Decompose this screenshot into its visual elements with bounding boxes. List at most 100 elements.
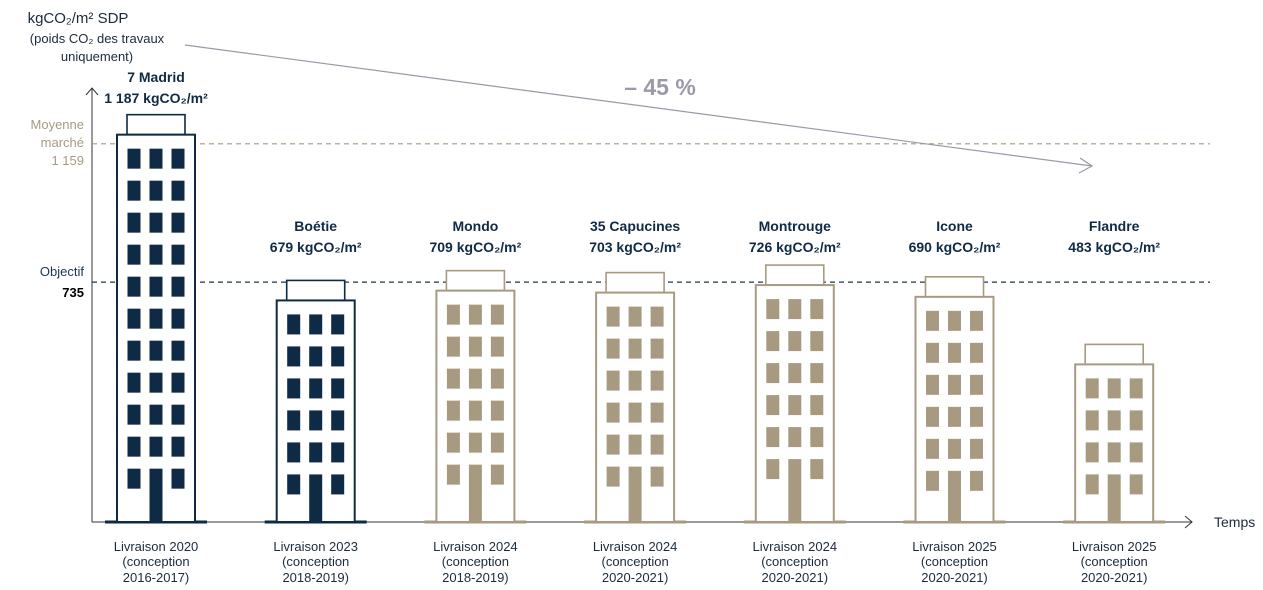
value-label: 679 kgCO₂/m² bbox=[269, 239, 362, 255]
category-label: Boétie bbox=[294, 218, 338, 234]
x-tick-label: Livraison 2023 bbox=[273, 539, 358, 554]
x-tick-label: Livraison 2025 bbox=[912, 539, 997, 554]
window bbox=[446, 336, 460, 357]
window bbox=[810, 299, 824, 320]
window bbox=[309, 410, 323, 431]
roof bbox=[285, 279, 346, 302]
window bbox=[171, 340, 185, 361]
door bbox=[1107, 474, 1121, 522]
window bbox=[149, 180, 163, 201]
window bbox=[287, 378, 301, 399]
window bbox=[766, 331, 780, 352]
window bbox=[788, 427, 802, 448]
window bbox=[606, 306, 620, 327]
window bbox=[468, 304, 482, 325]
window bbox=[948, 406, 961, 427]
window bbox=[171, 180, 185, 201]
window bbox=[766, 459, 780, 480]
window bbox=[287, 410, 301, 431]
window bbox=[948, 342, 961, 363]
window bbox=[149, 276, 163, 297]
window bbox=[1085, 378, 1099, 399]
window bbox=[149, 436, 163, 457]
trend-arrow-head bbox=[1078, 157, 1094, 174]
window bbox=[810, 427, 824, 448]
window bbox=[127, 468, 141, 489]
window bbox=[468, 336, 482, 357]
window bbox=[171, 244, 185, 265]
x-tick-label: Livraison 2025 bbox=[1071, 539, 1157, 554]
window bbox=[149, 308, 163, 329]
window bbox=[490, 368, 504, 389]
window bbox=[926, 470, 939, 491]
roof bbox=[1084, 343, 1144, 366]
reference-value: 1 159 bbox=[51, 152, 84, 168]
window bbox=[127, 404, 141, 425]
window bbox=[926, 438, 939, 459]
window bbox=[650, 466, 664, 487]
window bbox=[1085, 410, 1099, 431]
window bbox=[1107, 442, 1121, 463]
window bbox=[650, 402, 664, 423]
window bbox=[650, 306, 664, 327]
door bbox=[948, 470, 961, 522]
window bbox=[628, 306, 642, 327]
window bbox=[127, 244, 141, 265]
roof bbox=[445, 269, 506, 292]
window bbox=[628, 370, 642, 391]
window bbox=[331, 346, 345, 367]
window bbox=[468, 368, 482, 389]
category-label: Icone bbox=[936, 218, 973, 234]
window bbox=[606, 338, 620, 359]
window bbox=[171, 468, 185, 489]
window bbox=[149, 212, 163, 233]
window bbox=[1107, 378, 1121, 399]
window bbox=[127, 148, 141, 169]
x-tick-sublabel: (conception 2018-2019) bbox=[282, 554, 350, 585]
category-label: 35 Capucines bbox=[589, 218, 681, 234]
window bbox=[468, 400, 482, 421]
value-label: 1 187 kgCO₂/m² bbox=[104, 89, 208, 106]
x-tick-sublabel: (conception 2016-2017) bbox=[122, 554, 190, 585]
value-label: 703 kgCO₂/m² bbox=[589, 239, 681, 255]
y-axis-note: (poids CO₂ des travaux uniquement) bbox=[29, 31, 165, 64]
window bbox=[926, 406, 939, 427]
x-tick-sublabel: (conception 2020-2021) bbox=[761, 554, 829, 585]
window bbox=[490, 304, 504, 325]
x-tick-label: Livraison 2024 bbox=[752, 539, 838, 554]
window bbox=[171, 276, 185, 297]
window bbox=[309, 346, 323, 367]
window bbox=[926, 342, 939, 363]
window bbox=[788, 331, 802, 352]
value-label: 709 kgCO₂/m² bbox=[429, 239, 522, 255]
x-tick-sublabel: (conception 2020-2021) bbox=[920, 554, 989, 585]
window bbox=[970, 470, 983, 491]
window bbox=[1107, 410, 1121, 431]
window bbox=[287, 474, 301, 495]
window bbox=[788, 395, 802, 416]
category-label: Mondo bbox=[452, 218, 499, 234]
window bbox=[171, 372, 185, 393]
door bbox=[628, 466, 642, 522]
window bbox=[287, 346, 301, 367]
window bbox=[149, 148, 163, 169]
window bbox=[606, 370, 620, 391]
category-label: Montrouge bbox=[758, 218, 831, 234]
window bbox=[149, 340, 163, 361]
window bbox=[127, 180, 141, 201]
value-label: 690 kgCO₂/m² bbox=[908, 239, 1001, 255]
window bbox=[1129, 442, 1143, 463]
trend-arrow bbox=[184, 44, 1093, 167]
window bbox=[810, 331, 824, 352]
value-label: 483 kgCO₂/m² bbox=[1068, 239, 1161, 255]
window bbox=[446, 304, 460, 325]
window bbox=[810, 395, 824, 416]
window bbox=[650, 434, 664, 455]
window bbox=[331, 474, 345, 495]
window bbox=[149, 404, 163, 425]
window bbox=[127, 212, 141, 233]
window bbox=[446, 368, 460, 389]
window bbox=[127, 340, 141, 361]
x-tick-label: Livraison 2024 bbox=[592, 539, 678, 554]
